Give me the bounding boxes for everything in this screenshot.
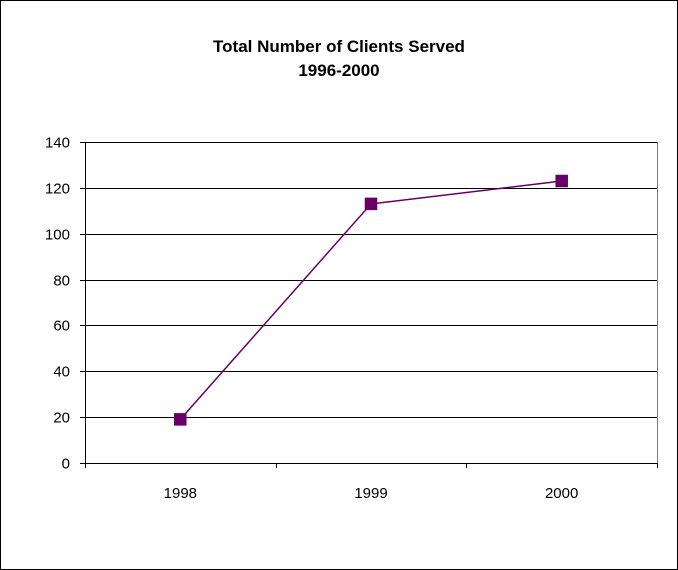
y-tick-label-40: 40 — [53, 364, 70, 381]
y-tick-label-140: 140 — [45, 135, 70, 152]
chart-title-block: Total Number of Clients Served 1996-2000 — [1, 35, 677, 83]
y-tick-label-80: 80 — [53, 273, 70, 290]
x-tick-label-1998: 1998 — [164, 485, 197, 502]
data-point-1998 — [174, 413, 187, 426]
y-tick-label-20: 20 — [53, 410, 70, 427]
data-point-1999 — [364, 197, 378, 211]
x-tick-label-1999: 1999 — [354, 485, 387, 502]
y-tick-label-100: 100 — [45, 227, 70, 244]
y-tick-label-0: 0 — [62, 456, 70, 473]
data-point-2000 — [555, 174, 568, 188]
y-tick-label-120: 120 — [45, 181, 70, 198]
chart-subtitle: 1996-2000 — [298, 61, 380, 80]
y-tick-label-60: 60 — [53, 318, 70, 335]
series-line-0 — [179, 180, 562, 420]
chart-title: Total Number of Clients Served — [213, 37, 465, 56]
x-tick-label-2000: 2000 — [545, 485, 578, 502]
